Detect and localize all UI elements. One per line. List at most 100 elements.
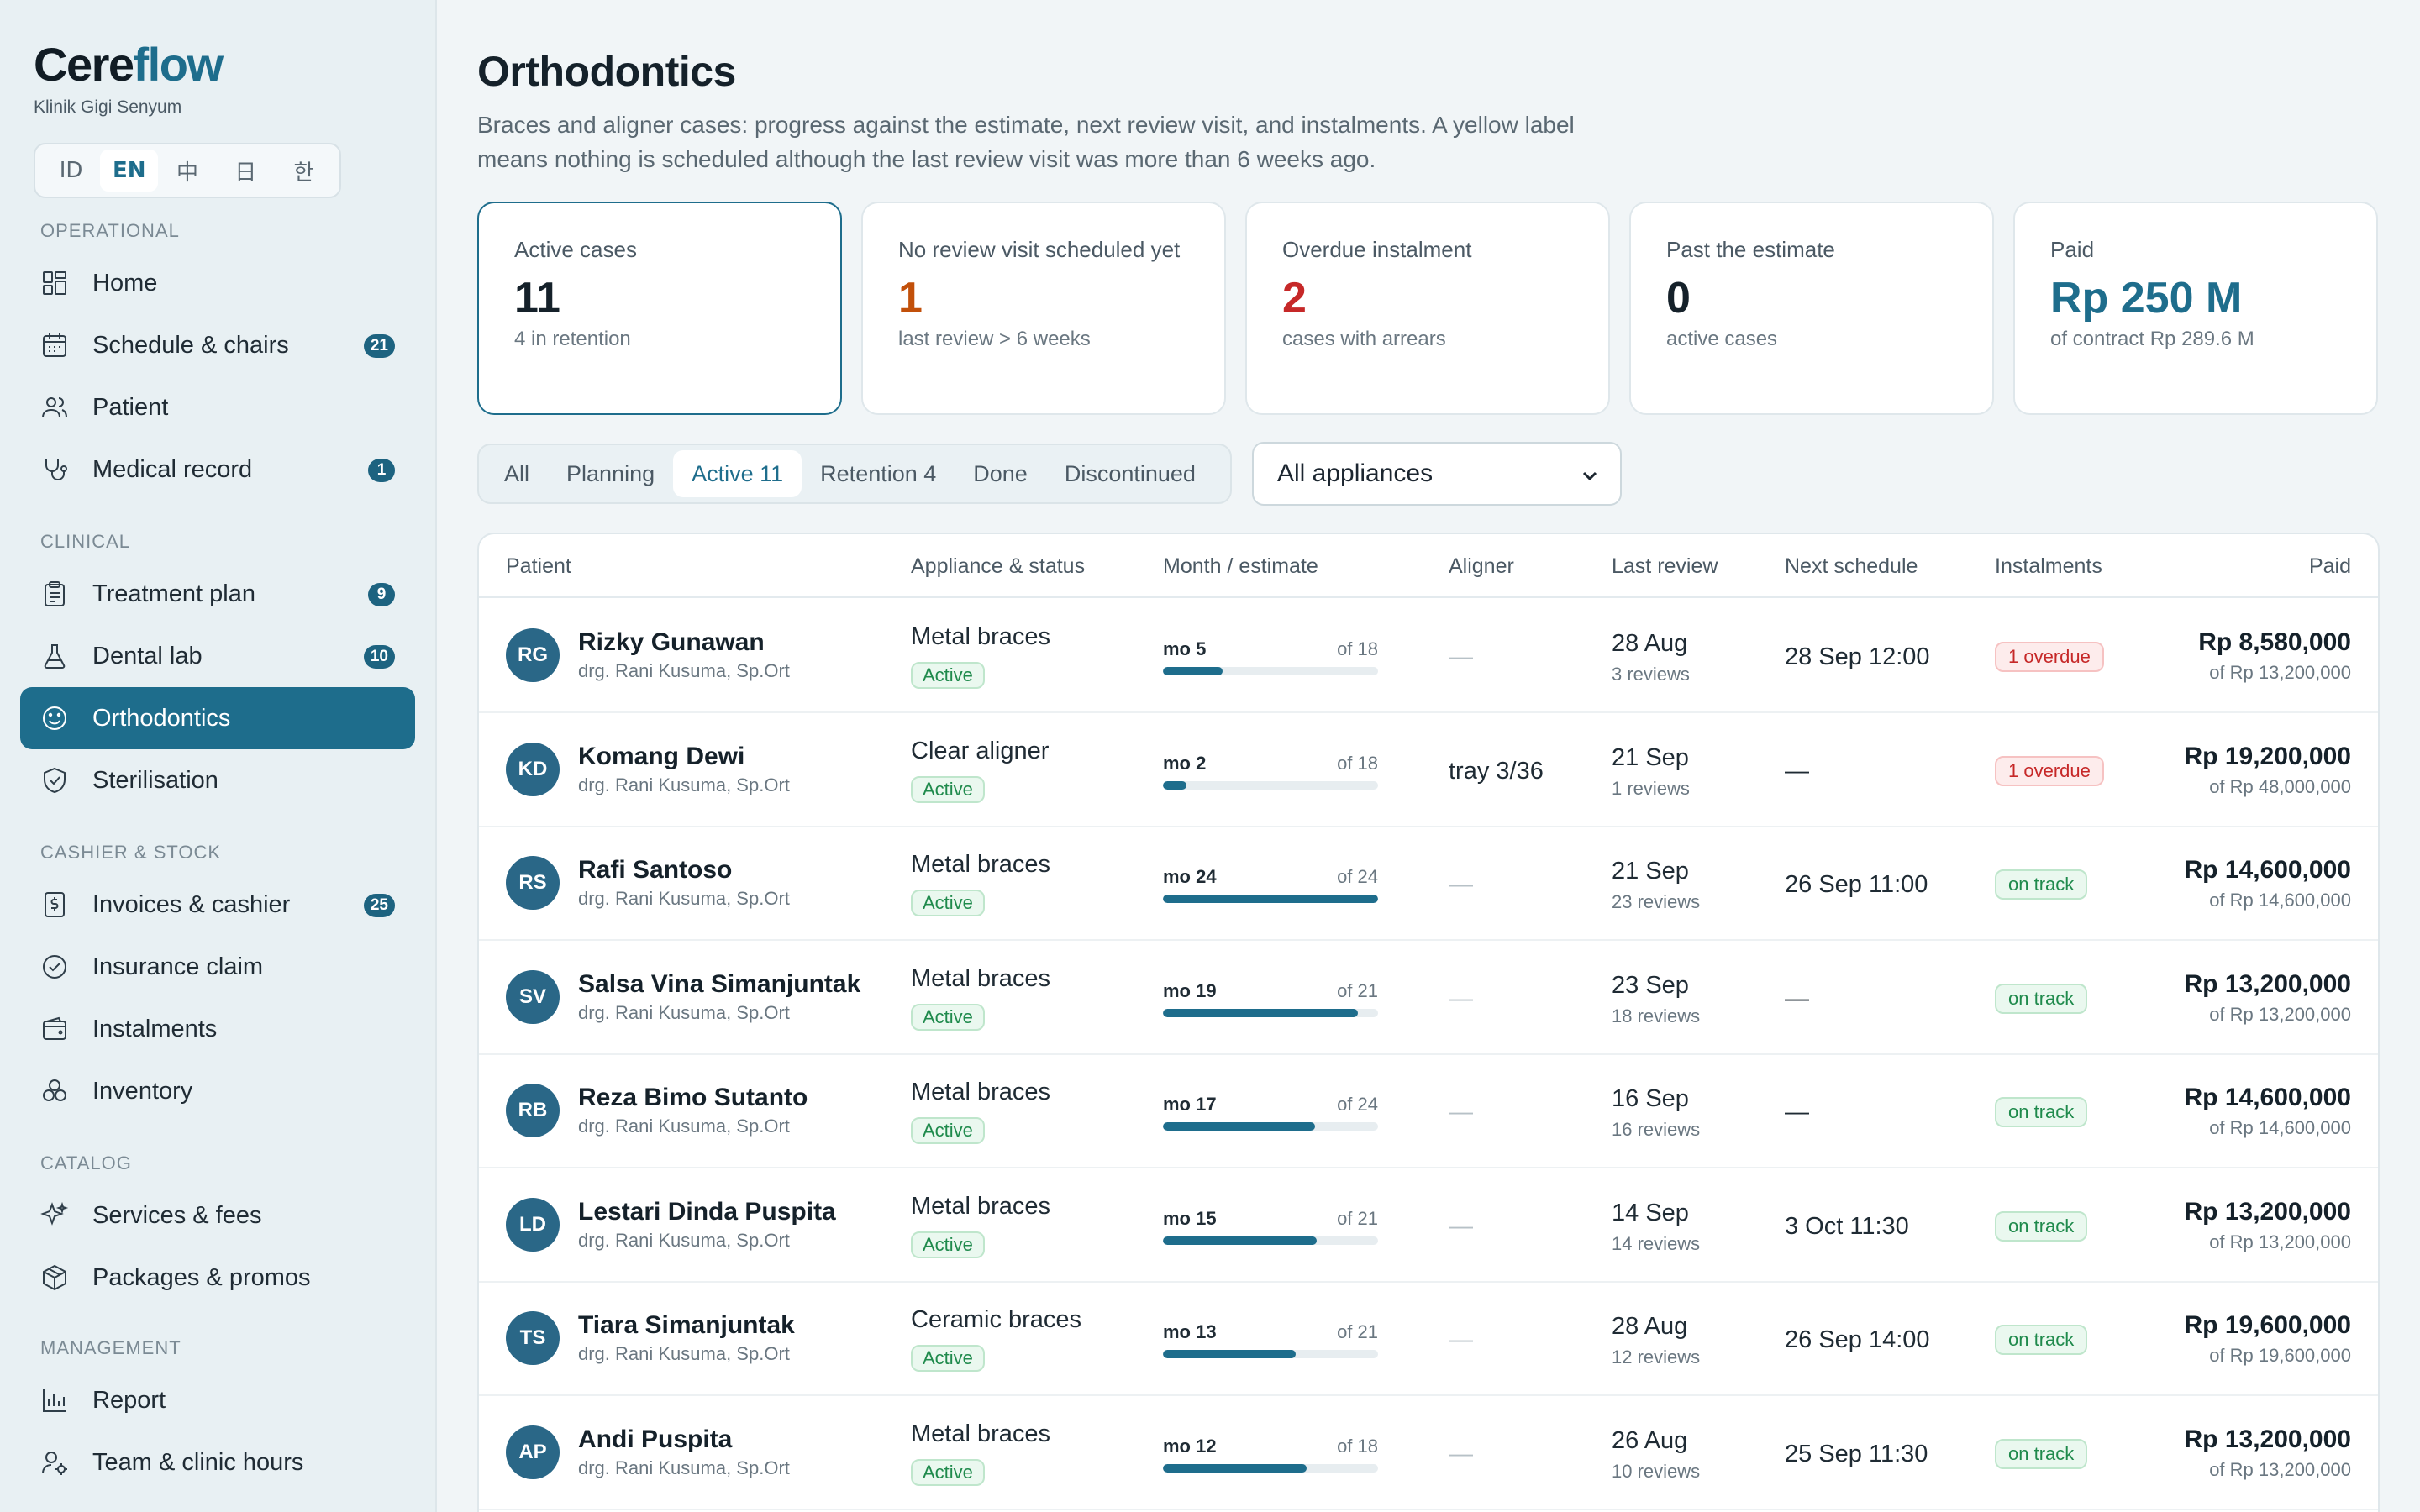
kpi-active-cases-card[interactable]: Active cases 11 4 in retention xyxy=(477,202,842,415)
paid-amount: Rp 13,200,000 xyxy=(2184,1197,2351,1226)
sidebar-item-dental-lab[interactable]: Dental lab 10 xyxy=(20,625,415,687)
patient-name[interactable]: Lestari Dinda Puspita xyxy=(578,1197,836,1226)
table-row[interactable]: RS Rafi Santoso drg. Rani Kusuma, Sp.Ort Me… xyxy=(479,827,2378,941)
treatment-month: mo 17 xyxy=(1163,1094,1217,1115)
progress-bar xyxy=(1163,895,1378,903)
aligner-tray: — xyxy=(1449,984,1473,1012)
clinic-name: Klinik Gigi Senyum xyxy=(34,97,182,117)
column-header-instalments[interactable]: Instalments xyxy=(1995,554,2102,578)
sidebar-item-sterilisation[interactable]: Sterilisation xyxy=(20,749,415,811)
language-option-中[interactable]: 中 xyxy=(176,160,199,186)
doctor-name: drg. Rani Kusuma, Sp.Ort xyxy=(578,660,790,681)
treatment-month: mo 12 xyxy=(1163,1435,1217,1457)
sidebar-item-treatment-plan[interactable]: Treatment plan 9 xyxy=(20,563,415,625)
sidebar-item-inventory[interactable]: Inventory xyxy=(20,1060,415,1122)
review-count: 23 reviews xyxy=(1612,891,1701,912)
boxes-icon xyxy=(40,1077,69,1105)
progress-bar-fill xyxy=(1163,1008,1358,1017)
next-schedule: 26 Sep 14:00 xyxy=(1785,1326,1930,1353)
kpi-subtext: cases with arrears xyxy=(1282,328,1446,350)
sidebar-item-schedule-chairs[interactable]: Schedule & chairs 21 xyxy=(20,314,415,376)
calendar-icon xyxy=(40,331,69,360)
sidebar-item-services-fees[interactable]: Services & fees xyxy=(20,1184,415,1247)
table-row[interactable]: SV Salsa Vina Simanjuntak drg. Rani Kusuma… xyxy=(479,942,2378,1055)
table-row[interactable]: RG Rizky Gunawan drg. Rani Kusuma, Sp.Ort M… xyxy=(479,600,2378,713)
sidebar-item-label: Sterilisation xyxy=(92,766,218,794)
sidebar-item-insurance-claim[interactable]: Insurance claim xyxy=(20,936,415,998)
sidebar-item-instalments[interactable]: Instalments xyxy=(20,998,415,1060)
column-header-month-estimate[interactable]: Month / estimate xyxy=(1163,554,1318,578)
doctor-name: drg. Rani Kusuma, Sp.Ort xyxy=(578,1229,790,1251)
sidebar-item-label: Treatment plan xyxy=(92,580,255,607)
table-row[interactable]: LD Lestari Dinda Puspita drg. Rani Kusuma,… xyxy=(479,1169,2378,1283)
column-header-next-schedule[interactable]: Next schedule xyxy=(1785,554,1918,578)
contract-amount: of Rp 13,200,000 xyxy=(2209,1458,2351,1480)
progress-bar xyxy=(1163,667,1378,675)
tab-planning[interactable]: Planning xyxy=(566,460,655,486)
last-review-date: 14 Sep xyxy=(1612,1199,1689,1226)
language-option-한[interactable]: 한 xyxy=(293,160,314,186)
table-row[interactable]: AP Andi Puspita drg. Rani Kusuma, Sp.Ort Me… xyxy=(479,1397,2378,1510)
kpi-value: 0 xyxy=(1666,274,1691,323)
sidebar-item-patient[interactable]: Patient xyxy=(20,376,415,438)
tab-discontinued[interactable]: Discontinued xyxy=(1064,460,1196,486)
patient-name[interactable]: Komang Dewi xyxy=(578,742,745,770)
column-header-patient[interactable]: Patient xyxy=(506,554,571,578)
language-option-en[interactable]: EN xyxy=(100,150,159,192)
sidebar-item-report[interactable]: Report xyxy=(20,1369,415,1431)
sidebar-item-home[interactable]: Home xyxy=(20,252,415,314)
tab-active[interactable]: Active 11 xyxy=(673,450,802,497)
aligner-tray: — xyxy=(1449,643,1473,670)
wallet-icon xyxy=(40,1015,69,1043)
progress-bar-fill xyxy=(1163,1236,1317,1245)
appliance-type: Clear aligner xyxy=(911,737,1050,764)
tab-done[interactable]: Done xyxy=(973,460,1028,486)
next-schedule: 25 Sep 11:30 xyxy=(1785,1440,1928,1467)
patient-name[interactable]: Rizky Gunawan xyxy=(578,628,765,656)
progress-bar xyxy=(1163,1350,1378,1358)
section-title-management: MANAGEMENT xyxy=(40,1337,182,1358)
column-header-aligner[interactable]: Aligner xyxy=(1449,554,1514,578)
patient-name[interactable]: Rafi Santoso xyxy=(578,856,733,884)
user-cog-icon xyxy=(40,1448,69,1477)
column-header-last-review[interactable]: Last review xyxy=(1612,554,1718,578)
sidebar-item-invoices-cashier[interactable]: Invoices & cashier 25 xyxy=(20,874,415,936)
kpi-paid-card[interactable]: Paid Rp 250 M of contract Rp 289.6 M xyxy=(2013,202,2378,415)
appliance-filter-select[interactable]: All appliances xyxy=(1252,442,1622,506)
table-row[interactable]: TS Tiara Simanjuntak drg. Rani Kusuma, Sp.… xyxy=(479,1283,2378,1396)
patient-name[interactable]: Reza Bimo Sutanto xyxy=(578,1084,808,1111)
appliance-type: Ceramic braces xyxy=(911,1306,1082,1333)
receipt-dollar-icon xyxy=(40,890,69,919)
patient-name[interactable]: Salsa Vina Simanjuntak xyxy=(578,969,861,998)
instalment-badge: on track xyxy=(1995,869,2088,900)
treatment-month: mo 24 xyxy=(1163,866,1217,887)
tab-retention[interactable]: Retention 4 xyxy=(820,460,937,486)
tab-all[interactable]: All xyxy=(504,460,530,486)
patient-name[interactable]: Tiara Simanjuntak xyxy=(578,1311,795,1339)
sidebar-item-label: Instalments xyxy=(92,1015,218,1042)
kpi-subtext: last review > 6 weeks xyxy=(898,328,1091,350)
language-switcher: ID EN 中 日 한 xyxy=(34,143,341,198)
table-row[interactable]: RB Reza Bimo Sutanto drg. Rani Kusuma, Sp.… xyxy=(479,1055,2378,1168)
patient-name[interactable]: Andi Puspita xyxy=(578,1425,733,1453)
kpi-no-review-scheduled-card[interactable]: No review visit scheduled yet 1 last revie… xyxy=(861,202,1226,415)
column-header-appliance-status[interactable]: Appliance & status xyxy=(911,554,1086,578)
review-count: 14 reviews xyxy=(1612,1232,1701,1254)
language-option-id[interactable]: ID xyxy=(59,158,83,183)
review-count: 16 reviews xyxy=(1612,1119,1701,1140)
sidebar-item-orthodontics[interactable]: Orthodontics xyxy=(20,687,415,749)
appliance-filter-value: All appliances xyxy=(1277,459,1434,487)
sidebar-item-label: Schedule & chairs xyxy=(92,331,289,359)
kpi-overdue-instalment-card[interactable]: Overdue instalment 2 cases with arrears xyxy=(1245,202,1610,415)
sidebar-item-team-clinic-hours[interactable]: Team & clinic hours xyxy=(20,1431,415,1494)
table-row[interactable]: KD Komang Dewi drg. Rani Kusuma, Sp.Ort Cle… xyxy=(479,714,2378,827)
sidebar-item-label: Insurance claim xyxy=(92,953,264,980)
kpi-value: Rp 250 M xyxy=(2050,274,2243,323)
avatar: KD xyxy=(506,742,560,796)
kpi-past-estimate-card[interactable]: Past the estimate 0 active cases xyxy=(1629,202,1994,415)
count-badge: 21 xyxy=(363,334,395,358)
language-option-日[interactable]: 日 xyxy=(234,160,257,186)
column-header-paid[interactable]: Paid xyxy=(2308,554,2351,578)
sidebar-item-medical-record[interactable]: Medical record 1 xyxy=(20,438,415,501)
sidebar-item-packages-promos[interactable]: Packages & promos xyxy=(20,1247,415,1309)
